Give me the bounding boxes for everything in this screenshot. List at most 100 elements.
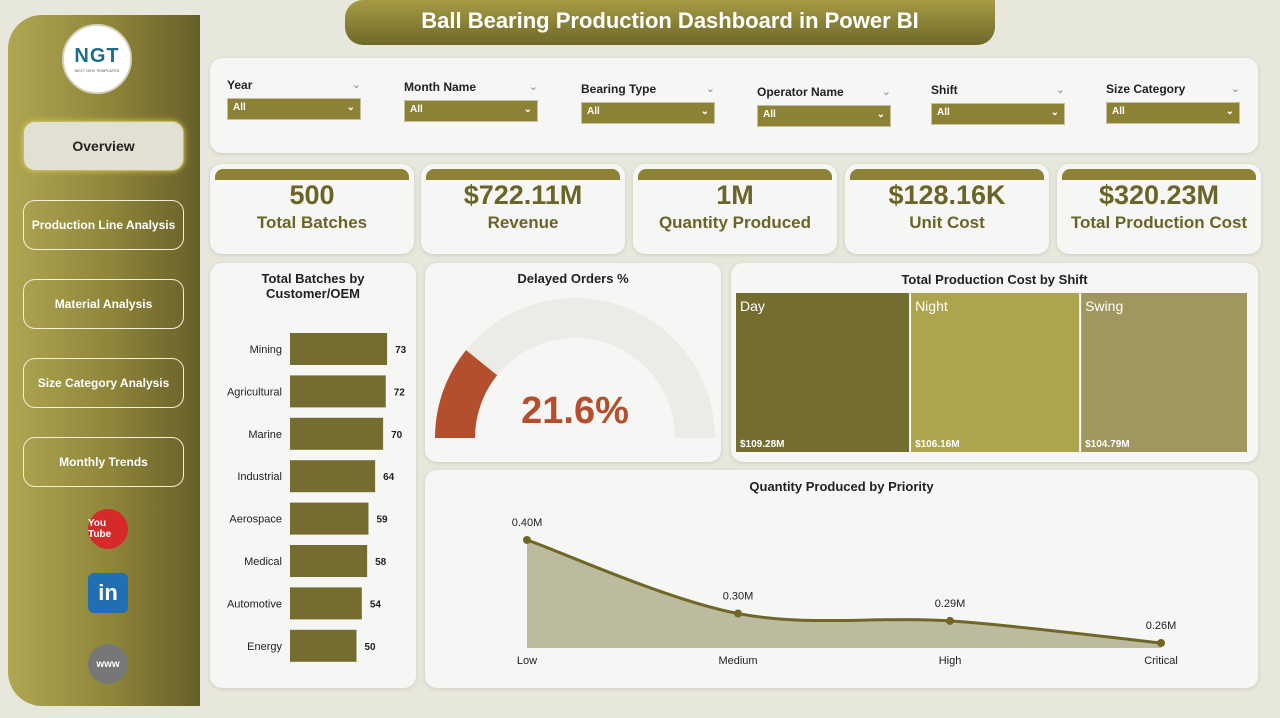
kpi-card-revenue: $722.11M Revenue <box>421 164 625 254</box>
kpi-card-total-batches: 500 Total Batches <box>210 164 414 254</box>
nav-material-analysis-button[interactable]: Material Analysis <box>23 279 184 329</box>
kpi-accent-bar <box>215 169 409 180</box>
data-label: 0.29M <box>935 598 966 610</box>
bar-data-label: 70 <box>391 430 403 441</box>
bar-data-label: 64 <box>383 472 395 483</box>
bar-data-label: 58 <box>375 557 387 568</box>
data-point <box>1157 639 1165 647</box>
bar <box>290 545 368 577</box>
gauge-track <box>435 298 715 438</box>
filter-dropdown[interactable]: All ⌄ <box>757 105 891 127</box>
x-tick-label: Medium <box>718 655 757 667</box>
bar <box>290 587 362 620</box>
data-label: 0.40M <box>512 517 543 529</box>
linkedin-icon[interactable]: in <box>88 573 128 613</box>
kpi-value: $320.23M <box>1098 180 1220 210</box>
filter-dropdown[interactable]: All ⌄ <box>1106 102 1240 124</box>
data-point <box>523 535 531 544</box>
filter-value: All <box>410 104 423 115</box>
filter-label: Month Name <box>404 80 476 94</box>
kpi-accent-bar <box>850 169 1044 180</box>
bar-category-label: Mining <box>250 344 282 356</box>
treemap-category-label: Swing <box>1085 298 1123 314</box>
filter-value: All <box>587 106 600 117</box>
chevron-down-icon[interactable]: ⌄ <box>528 81 538 93</box>
treemap-tile-swing <box>1081 293 1247 452</box>
kpi-value: 1M <box>716 180 754 210</box>
filter-dropdown[interactable]: All ⌄ <box>581 102 715 124</box>
bar-data-label: 59 <box>376 515 388 526</box>
chevron-down-icon: ⌄ <box>346 102 355 113</box>
kpi-accent-bar <box>1062 169 1256 180</box>
bar <box>290 502 369 535</box>
treemap-value-label: $106.16M <box>915 439 959 450</box>
gauge-value-label: 21.6% <box>521 390 629 432</box>
filter-panel <box>210 58 1258 153</box>
quantity-by-priority-panel: Quantity Produced by Priority <box>425 470 1258 688</box>
filter-bearing-type[interactable]: Bearing Type ⌄ All ⌄ <box>581 82 715 124</box>
chevron-down-icon: ⌄ <box>523 104 532 115</box>
data-point <box>734 609 742 618</box>
youtube-icon[interactable]: You Tube <box>88 509 128 549</box>
nav-production-line-analysis-button[interactable]: Production Line Analysis <box>23 200 184 250</box>
filter-label: Size Category <box>1106 82 1186 96</box>
nav-monthly-trends-button[interactable]: Monthly Trends <box>23 437 184 487</box>
area-fill <box>527 539 1161 648</box>
kpi-accent-bar <box>638 169 832 180</box>
chevron-down-icon[interactable]: ⌄ <box>705 83 715 95</box>
bar-category-label: Agricultural <box>227 386 282 398</box>
filter-label: Shift <box>931 83 958 97</box>
bar-data-label: 50 <box>365 642 377 653</box>
bar-category-label: Industrial <box>237 471 282 483</box>
chevron-down-icon: ⌄ <box>1225 106 1234 117</box>
kpi-value: $722.11M <box>463 180 583 210</box>
filter-size-category[interactable]: Size Category ⌄ All ⌄ <box>1106 82 1240 124</box>
bar-category-label: Marine <box>248 429 282 441</box>
filter-dropdown[interactable]: All ⌄ <box>404 100 538 122</box>
kpi-card-quantity-produced: 1M Quantity Produced <box>633 164 837 254</box>
chevron-down-icon: ⌄ <box>876 109 885 120</box>
filter-dropdown[interactable]: All ⌄ <box>931 103 1065 125</box>
chevron-down-icon[interactable]: ⌄ <box>1230 83 1240 95</box>
filter-month-name[interactable]: Month Name ⌄ All ⌄ <box>404 80 538 122</box>
kpi-label: Revenue <box>487 213 559 232</box>
bar-data-label: 73 <box>395 345 407 356</box>
nav-size-category-analysis-button[interactable]: Size Category Analysis <box>23 358 184 408</box>
bar-category-label: Energy <box>247 641 282 653</box>
treemap-category-label: Day <box>740 298 765 314</box>
treemap-value-label: $104.79M <box>1085 439 1129 450</box>
filter-operator-name[interactable]: Operator Name ⌄ All ⌄ <box>757 85 891 127</box>
bar-data-label: 54 <box>370 599 382 610</box>
chart-title: Total Production Cost by Shift <box>901 272 1088 287</box>
x-tick-label: Critical <box>1144 655 1178 667</box>
chevron-down-icon[interactable]: ⌄ <box>351 79 361 91</box>
bar <box>290 333 388 365</box>
filter-label: Year <box>227 78 253 92</box>
globe-icon[interactable]: www <box>88 644 128 684</box>
filter-shift[interactable]: Shift ⌄ All ⌄ <box>931 83 1065 125</box>
filter-year[interactable]: Year ⌄ All ⌄ <box>227 78 361 120</box>
ngt-logo: NGT NEXT GEN TEMPLATES <box>62 24 132 94</box>
page-title: Ball Bearing Production Dashboard in Pow… <box>345 0 995 45</box>
bar <box>290 417 384 450</box>
kpi-label: Quantity Produced <box>658 213 812 232</box>
kpi-value: $128.16K <box>888 180 1006 210</box>
data-label: 0.30M <box>723 591 754 603</box>
logo-subtext: NEXT GEN TEMPLATES <box>74 68 120 73</box>
bar-data-label: 72 <box>394 387 406 398</box>
chart-title: Quantity Produced by Priority <box>749 479 934 494</box>
kpi-accent-bar <box>426 169 620 180</box>
filter-dropdown[interactable]: All ⌄ <box>227 98 361 120</box>
x-tick-label: High <box>939 655 962 667</box>
filter-value: All <box>1112 106 1125 117</box>
filter-label: Operator Name <box>757 85 844 99</box>
bar-category-label: Medical <box>244 556 282 568</box>
nav-overview-button[interactable]: Overview <box>23 121 184 171</box>
chevron-down-icon[interactable]: ⌄ <box>1055 84 1065 96</box>
kpi-label: Total Production Cost <box>1070 213 1248 232</box>
kpi-value: 500 <box>289 180 335 210</box>
chevron-down-icon[interactable]: ⌄ <box>881 86 891 98</box>
treemap-category-label: Night <box>915 298 948 314</box>
bar-category-label: Automotive <box>227 598 282 610</box>
